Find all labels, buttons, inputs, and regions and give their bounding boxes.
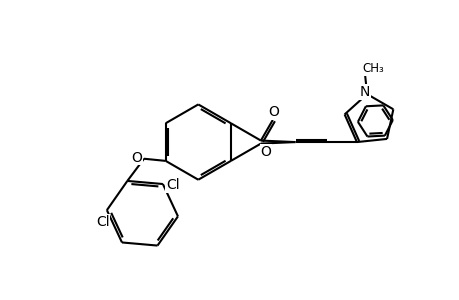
Text: O: O	[268, 105, 279, 119]
Text: Cl: Cl	[96, 214, 110, 229]
Text: CH₃: CH₃	[361, 62, 383, 75]
Text: O: O	[260, 145, 271, 158]
Text: N: N	[359, 85, 369, 99]
Text: Cl: Cl	[166, 178, 179, 192]
Text: O: O	[131, 151, 142, 165]
